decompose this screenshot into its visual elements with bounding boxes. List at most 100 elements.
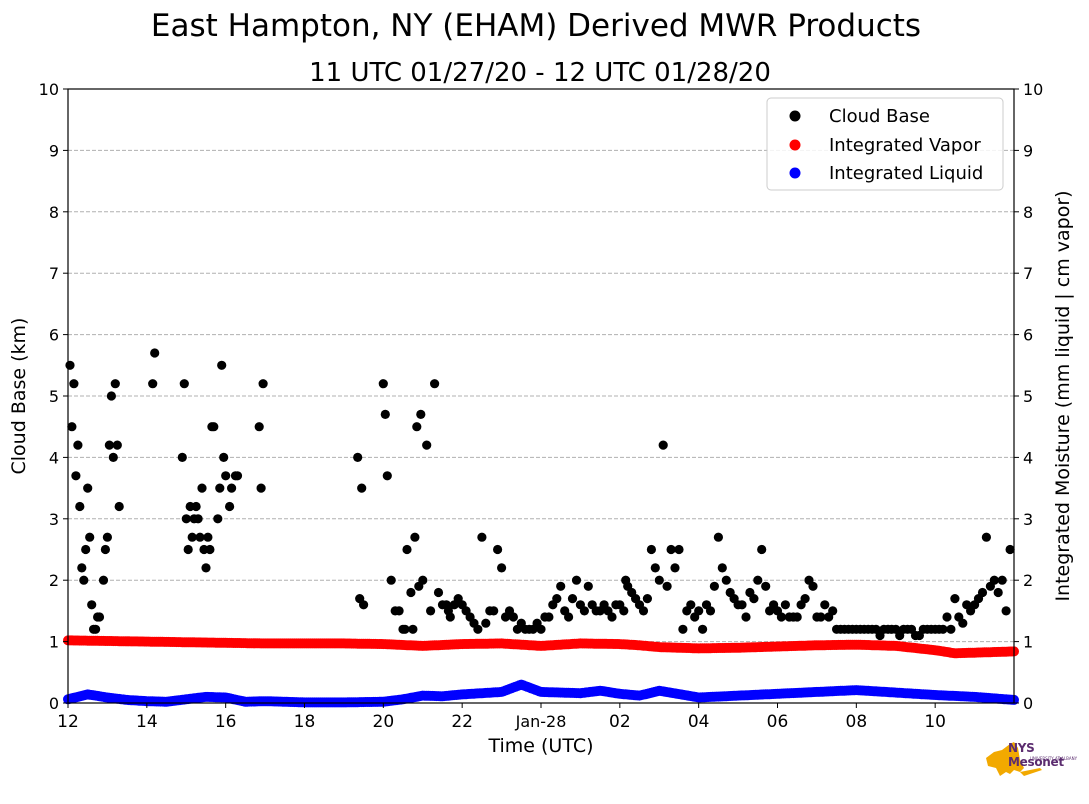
cloud-base-point — [205, 544, 215, 555]
y-tick-label-left: 9 — [49, 141, 59, 160]
cloud-base-point — [181, 514, 191, 524]
cloud-base-point — [148, 379, 158, 389]
cloud-base-point — [666, 544, 676, 555]
cloud-base-point — [357, 483, 367, 493]
cloud-base-point — [91, 624, 101, 634]
cloud-base-point — [213, 514, 223, 524]
y-tick-label-right: 5 — [1023, 387, 1033, 406]
y-tick-label-left: 2 — [49, 571, 59, 590]
cloud-base-point — [579, 606, 590, 616]
cloud-base-point — [800, 594, 810, 604]
cloud-base-point — [219, 452, 229, 462]
cloud-base-point — [757, 544, 767, 555]
x-tick-label: 02 — [609, 712, 631, 732]
cloud-base-point — [694, 606, 704, 616]
legend-label-cloud-base: Cloud Base — [829, 106, 930, 127]
cloud-base-point — [85, 532, 95, 542]
cloud-base-point — [950, 594, 960, 604]
cloud-base-point — [256, 483, 266, 493]
cloud-base-point — [713, 532, 724, 542]
nys-mesonet-logo — [986, 742, 1042, 776]
cloud-base-point — [477, 532, 487, 542]
x-tick-label: 20 — [373, 712, 395, 732]
cloud-base-point — [1001, 606, 1011, 616]
cloud-base-point — [112, 440, 122, 450]
cloud-base-point — [698, 624, 708, 634]
cloud-base-point — [106, 391, 116, 401]
y-tick-label-left: 10 — [39, 80, 59, 99]
x-tick-label: 22 — [451, 712, 473, 732]
cloud-base-point — [508, 612, 518, 622]
y-axis-left-label: Cloud Base (km) — [8, 318, 30, 475]
cloud-base-point — [79, 575, 89, 585]
legend-label-integrated-vapor: Integrated Vapor — [829, 135, 981, 156]
cloud-base-point — [958, 618, 968, 628]
long-island-icon — [1020, 768, 1042, 776]
cloud-base-point — [753, 575, 763, 585]
y-tick-label-right: 4 — [1023, 448, 1033, 467]
new-york-state-icon — [986, 742, 1024, 776]
y-tick-label-left: 3 — [49, 510, 59, 529]
cloud-base-point — [100, 544, 110, 555]
cloud-base-point — [489, 606, 499, 616]
x-tick-label: 04 — [688, 712, 710, 732]
cloud-base-point — [412, 422, 422, 432]
cloud-base-point — [197, 483, 207, 493]
cloud-base-point — [658, 440, 668, 450]
legend-marker-integrated-vapor — [789, 139, 801, 151]
cloud-base-point — [619, 606, 629, 616]
logo-subtext: UNIVERSITY AT ALBANY — [1030, 756, 1078, 761]
cloud-base-point — [110, 379, 120, 389]
y-tick-label-left: 6 — [49, 326, 59, 345]
cloud-base-point — [938, 624, 948, 634]
cloud-base-point — [989, 575, 999, 585]
cloud-base-point — [567, 594, 578, 604]
y-tick-label-right: 9 — [1023, 141, 1033, 160]
legend-marker-cloud-base — [789, 110, 801, 122]
x-tick-label: 16 — [215, 712, 237, 732]
cloud-base-point — [433, 587, 444, 598]
cloud-base-point — [232, 471, 243, 481]
cloud-base-point — [662, 581, 672, 591]
cloud-base-point — [607, 612, 617, 622]
x-tick-label: 08 — [846, 712, 868, 732]
x-tick-label: 12 — [57, 712, 79, 732]
cloud-base-point — [552, 594, 562, 604]
y-tick-label-right: 2 — [1023, 571, 1033, 590]
cloud-base-point — [674, 544, 684, 555]
y-tick-label-left: 4 — [49, 448, 59, 467]
cloud-base-point — [150, 348, 160, 358]
y-axis-left: 0 1 2 3 4 5 6 7 8 9 10 — [39, 80, 68, 713]
legend-box — [766, 97, 1004, 191]
cloud-base-point — [717, 563, 727, 573]
cloud-base-point — [571, 575, 582, 585]
cloud-base-point — [71, 471, 81, 481]
x-tick-label: Jan-28 — [515, 712, 567, 731]
cloud-base-point — [382, 471, 392, 481]
cloud-base-point — [104, 440, 114, 450]
y-tick-label-right: 8 — [1023, 203, 1033, 222]
cloud-base-point — [227, 483, 237, 493]
y-tick-label-right: 0 — [1023, 694, 1033, 713]
y-tick-label-right: 10 — [1023, 80, 1043, 99]
cloud-base-point — [741, 612, 751, 622]
cloud-base-point — [997, 575, 1007, 585]
cloud-base-point — [87, 600, 97, 610]
cloud-base-point — [650, 563, 660, 573]
y-tick-label-left: 7 — [49, 264, 59, 283]
cloud-base-point — [536, 624, 546, 634]
cloud-base-point — [646, 544, 657, 555]
cloud-base-point — [981, 532, 992, 542]
cloud-base-point — [406, 587, 416, 598]
cloud-base-point — [493, 544, 503, 555]
cloud-base-point — [215, 483, 225, 493]
cloud-base-point — [430, 379, 440, 389]
cloud-base-point — [378, 379, 388, 389]
cloud-base-point — [426, 606, 436, 616]
cloud-base-point — [705, 606, 716, 616]
cloud-base-point — [544, 612, 554, 622]
cloud-base-point — [359, 600, 369, 610]
y-tick-label-right: 6 — [1023, 326, 1033, 345]
cloud-base-point — [416, 409, 426, 419]
